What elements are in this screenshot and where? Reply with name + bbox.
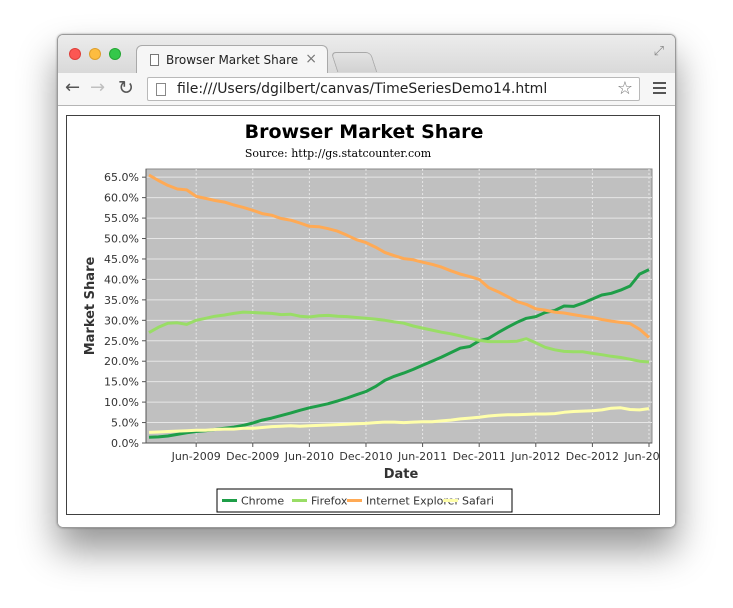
- y-tick-label: 50.0%: [104, 233, 139, 246]
- y-tick-label: 40.0%: [104, 273, 139, 286]
- y-tick-label: 55.0%: [104, 212, 139, 225]
- y-tick-label: 65.0%: [104, 171, 139, 184]
- fullscreen-icon[interactable]: ⤢: [653, 44, 664, 59]
- y-tick-label: 10.0%: [104, 396, 139, 409]
- series-line-chrome: [148, 268, 650, 439]
- x-tick-label: Dec-2009: [226, 450, 279, 463]
- document-icon: [156, 83, 166, 96]
- x-tick-label: Dec-2012: [566, 450, 619, 463]
- tab-title: Browser Market Share: [166, 53, 299, 67]
- y-axis-label: Market Share: [83, 257, 98, 356]
- hamburger-menu-icon[interactable]: [653, 82, 666, 96]
- chart-subtitle: Source: http://gs.statcounter.com: [245, 147, 432, 160]
- url-text[interactable]: file:///Users/dgilbert/canvas/TimeSeries…: [177, 81, 548, 97]
- legend-label-safari: Safari: [462, 495, 494, 508]
- browser-toolbar: ← → ↻ file:///Users/dgilbert/canvas/Time…: [58, 73, 675, 106]
- series-line-internet-explorer: [148, 173, 650, 339]
- y-tick-label: 30.0%: [104, 314, 139, 327]
- series-line-firefox: [148, 310, 650, 364]
- close-window-button[interactable]: [69, 48, 81, 60]
- title-bar: Browser Market Share × ⤢: [58, 35, 675, 74]
- legend-box: [216, 488, 513, 513]
- new-tab-button[interactable]: [330, 52, 378, 72]
- x-tick-label: Dec-2010: [339, 450, 392, 463]
- y-tick-label: 0.0%: [111, 437, 139, 450]
- series-line-safari: [148, 406, 650, 434]
- y-tick-label: 25.0%: [104, 335, 139, 348]
- forward-arrow-icon[interactable]: →: [90, 77, 106, 98]
- star-icon[interactable]: ☆: [616, 78, 633, 99]
- x-tick-label: Jun-2013: [623, 450, 659, 463]
- legend-label-chrome: Chrome: [241, 495, 284, 508]
- legend-label-firefox: Firefox: [311, 495, 348, 508]
- legend-label-internet-explorer: Internet Explorer: [366, 495, 459, 508]
- reload-icon[interactable]: ↻: [118, 77, 134, 99]
- x-axis-label: Date: [384, 467, 419, 482]
- chart-title: Browser Market Share: [245, 121, 484, 143]
- x-tick-label: Jun-2011: [397, 450, 447, 463]
- close-tab-icon[interactable]: ×: [305, 51, 317, 67]
- minimize-window-button[interactable]: [89, 48, 101, 60]
- y-tick-label: 45.0%: [104, 253, 139, 266]
- y-tick-label: 5.0%: [111, 417, 139, 430]
- back-arrow-icon[interactable]: ←: [65, 77, 81, 98]
- address-bar[interactable]: file:///Users/dgilbert/canvas/TimeSeries…: [147, 77, 640, 101]
- x-tick-label: Jun-2012: [510, 450, 560, 463]
- x-tick-label: Dec-2011: [453, 450, 506, 463]
- y-tick-label: 60.0%: [104, 192, 139, 205]
- page-content: Browser Market Share Source: http://gs.s…: [58, 106, 675, 527]
- zoom-window-button[interactable]: [109, 48, 121, 60]
- x-tick-label: Jun-2009: [171, 450, 221, 463]
- y-tick-label: 35.0%: [104, 294, 139, 307]
- line-chart: Browser Market Share Source: http://gs.s…: [83, 121, 659, 513]
- browser-window: Browser Market Share × ⤢ ← → ↻ file:///U…: [57, 34, 676, 528]
- y-tick-label: 20.0%: [104, 355, 139, 368]
- x-tick-label: Jun-2010: [284, 450, 334, 463]
- chart-panel: Browser Market Share Source: http://gs.s…: [66, 115, 660, 515]
- document-icon: [150, 54, 159, 66]
- y-tick-label: 15.0%: [104, 376, 139, 389]
- tab-browser-market-share[interactable]: Browser Market Share ×: [136, 45, 328, 74]
